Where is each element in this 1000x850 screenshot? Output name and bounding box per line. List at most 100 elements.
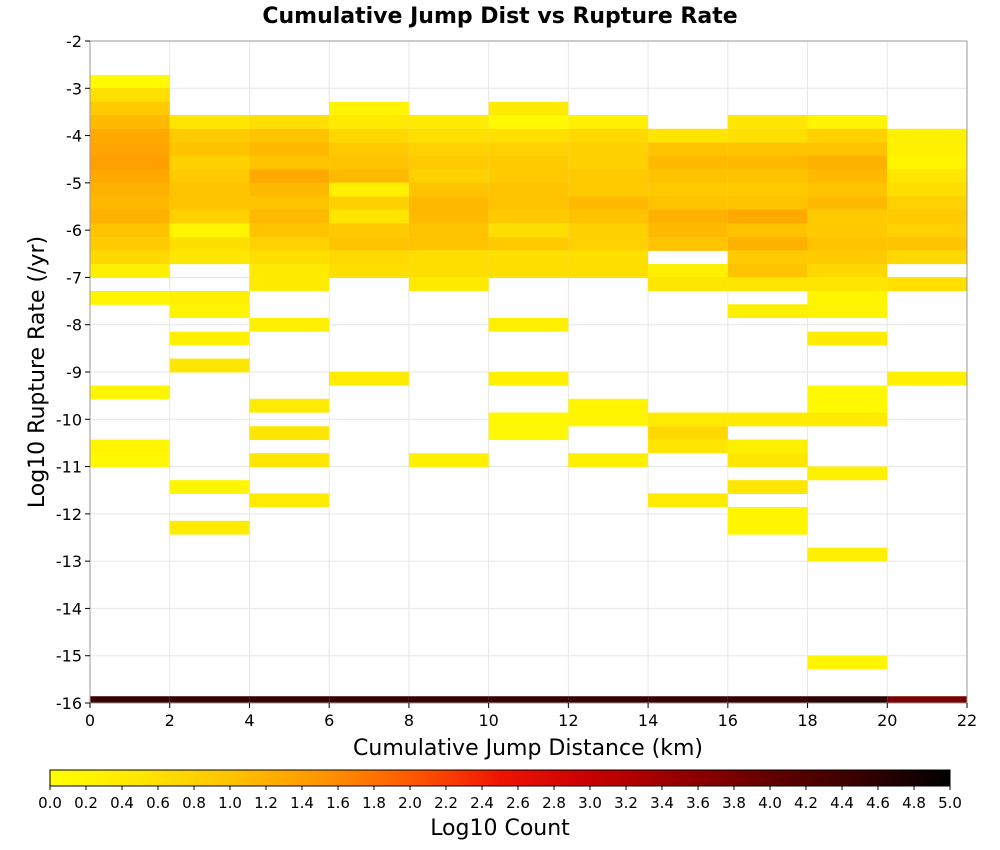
heatmap-cell [648,426,728,441]
heatmap-cell [169,223,250,238]
heatmap-cell [807,223,888,238]
heatmap-cell [727,304,808,319]
heatmap-cell [488,223,569,238]
heatmap-cell [648,223,728,238]
heatmap-cell [568,209,649,224]
heatmap-cell [887,196,967,211]
heatmap-cell [249,696,330,704]
colorbar-tick-label: 2.2 [434,794,458,812]
heatmap-cell [329,142,409,157]
y-tick-label: -6 [66,221,82,240]
heatmap-cell [408,453,489,468]
heatmap-cell [727,480,808,494]
x-tick-label: 4 [244,711,254,730]
heatmap-cell [249,453,330,468]
heatmap-cell [727,169,808,184]
heatmap-cell [169,169,250,184]
heatmap-cell [169,182,250,197]
heatmap-cell [727,115,808,129]
colorbar-tick-label: 3.8 [722,794,746,812]
colorbar-tick-label: 4.2 [794,794,818,812]
heatmap-cell [488,426,569,441]
y-tick-label: -7 [66,268,82,287]
heatmap-cell [329,223,409,238]
y-tick-label: -10 [56,410,82,429]
heatmap-cell [807,398,888,413]
heatmap-cell [329,196,409,211]
heatmap-cell [408,115,489,129]
colorbar-tick-label: 0.4 [110,794,134,812]
heatmap-cell [488,155,569,170]
heatmap-cell [169,696,250,704]
heatmap-cell [568,223,649,238]
heatmap-cell [488,209,569,224]
heatmap-cell [169,304,250,319]
heatmap-cell [488,182,569,197]
heatmap-cell [887,223,967,238]
heatmap-cell [887,209,967,224]
heatmap-cell [488,412,569,427]
heatmap-cell [488,696,569,704]
heatmap-cell [807,115,888,129]
y-tick-label: -9 [66,363,82,382]
y-tick-label: -16 [56,694,82,713]
heatmap-cell [887,250,967,265]
heatmap-cell [727,453,808,468]
heatmap-cell [727,412,808,427]
colorbar-tick-label: 0.0 [38,794,62,812]
heatmap-cell [568,398,649,413]
heatmap-cell [727,223,808,238]
y-tick-label: -14 [56,599,82,618]
heatmap-cell [249,209,330,224]
colorbar-tick-label: 4.4 [830,794,854,812]
heatmap-cell [249,237,330,251]
heatmap-cell [408,196,489,211]
y-tick-label: -3 [66,79,82,98]
heatmap-cell [169,128,250,143]
heatmap-cell [90,115,170,129]
heatmap-cell [568,412,649,427]
heatmap-cell [807,304,888,319]
heatmap-cell [408,250,489,265]
heatmap-cell [169,155,250,170]
heatmap-cell [408,237,489,251]
heatmap-cell [648,264,728,278]
heatmap-cell [488,142,569,157]
heatmap-cell [169,480,250,494]
heatmap-cell [408,264,489,278]
heatmap-cell [169,115,250,129]
heatmap-cell [90,385,170,400]
heatmap-cell [90,696,170,704]
heatmap-cell [488,101,569,116]
colorbar-tick-label: 4.8 [902,794,926,812]
colorbar-tick-label: 4.0 [758,794,782,812]
heatmap-cell [807,277,888,292]
heatmap-cell [648,182,728,197]
y-tick-label: -13 [56,552,82,571]
x-axis-ticks: 0 2 4 6 8 10 12 14 16 18 20 22 [85,703,977,730]
heatmap-cell [90,264,170,278]
heatmap-cell [249,223,330,238]
colorbar-tick-label: 2.8 [542,794,566,812]
heatmap-cell [727,250,808,265]
colorbar-tick-label: 0.2 [74,794,98,812]
heatmap-cell [727,439,808,454]
heatmap-cell [329,209,409,224]
heatmap-cell [648,439,728,454]
heatmap-cell [408,155,489,170]
colorbar-tick-label: 0.8 [182,794,206,812]
heatmap-cell [249,264,330,278]
colorbar-tick-label: 1.2 [254,794,278,812]
heatmap-cell [648,277,728,292]
colorbar-tick-label: 3.4 [650,794,674,812]
heatmap-cell [648,169,728,184]
heatmap-cell [568,196,649,211]
heatmap-cell [90,291,170,305]
heatmap-cell [568,182,649,197]
colorbar-ticks: 0.0 0.2 0.4 0.6 0.8 1.0 1.2 1.4 1.6 1.8 2.0 2.2 2.4 2… [38,786,962,812]
colorbar-tick-label: 2.6 [506,794,530,812]
x-tick-label: 16 [718,711,738,730]
heatmap-cell [249,115,330,129]
heatmap-cell [727,182,808,197]
